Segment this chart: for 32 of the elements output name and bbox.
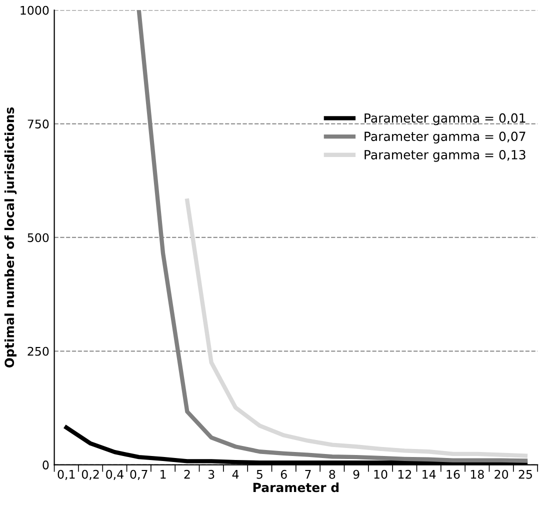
x-tick-label: 3 bbox=[208, 470, 214, 479]
x-tick-label: 25 bbox=[518, 470, 532, 479]
y-tick-label: 750 bbox=[28, 120, 49, 128]
y-axis-title: Optimal number of local jurisdictions bbox=[4, 107, 17, 368]
x-tick-label: 9 bbox=[353, 470, 360, 479]
y-tick-label: 250 bbox=[28, 346, 49, 356]
y-tick-label: 0 bbox=[42, 460, 49, 470]
x-tick-label: 18 bbox=[470, 470, 484, 479]
x-tick-label: 8 bbox=[329, 470, 336, 479]
x-tick-label: 0,2 bbox=[82, 470, 99, 480]
x-tick-label: 10 bbox=[374, 470, 388, 479]
x-tick-label: 14 bbox=[422, 470, 436, 479]
x-tick-label: 12 bbox=[398, 470, 411, 479]
line-series bbox=[185, 198, 528, 458]
x-tick-label: 6 bbox=[280, 470, 287, 479]
x-tick-label: 7 bbox=[305, 470, 311, 479]
x-tick-label: 5 bbox=[256, 470, 262, 479]
x-tick-label: 0,1 bbox=[58, 470, 75, 480]
line-series bbox=[136, 10, 528, 463]
x-tick-label: 0,4 bbox=[106, 470, 124, 480]
x-tick-label: 1 bbox=[160, 470, 166, 479]
x-tick-label: 2 bbox=[184, 470, 190, 479]
x-axis-title: Parameter d bbox=[253, 482, 339, 492]
x-tick-label: 16 bbox=[446, 470, 460, 479]
x-tick-label: 0,7 bbox=[130, 470, 148, 480]
legend-label: Parameter gamma = 0,13 bbox=[364, 150, 526, 162]
legend-label: Parameter gamma = 0,07 bbox=[364, 132, 526, 144]
x-tick-label: 20 bbox=[494, 470, 508, 479]
y-tick-label: 500 bbox=[28, 233, 49, 242]
y-tick-label: 1000 bbox=[20, 6, 49, 15]
x-tick-label: 4 bbox=[232, 470, 239, 479]
legend-label: Parameter gamma = 0,01 bbox=[364, 113, 526, 126]
